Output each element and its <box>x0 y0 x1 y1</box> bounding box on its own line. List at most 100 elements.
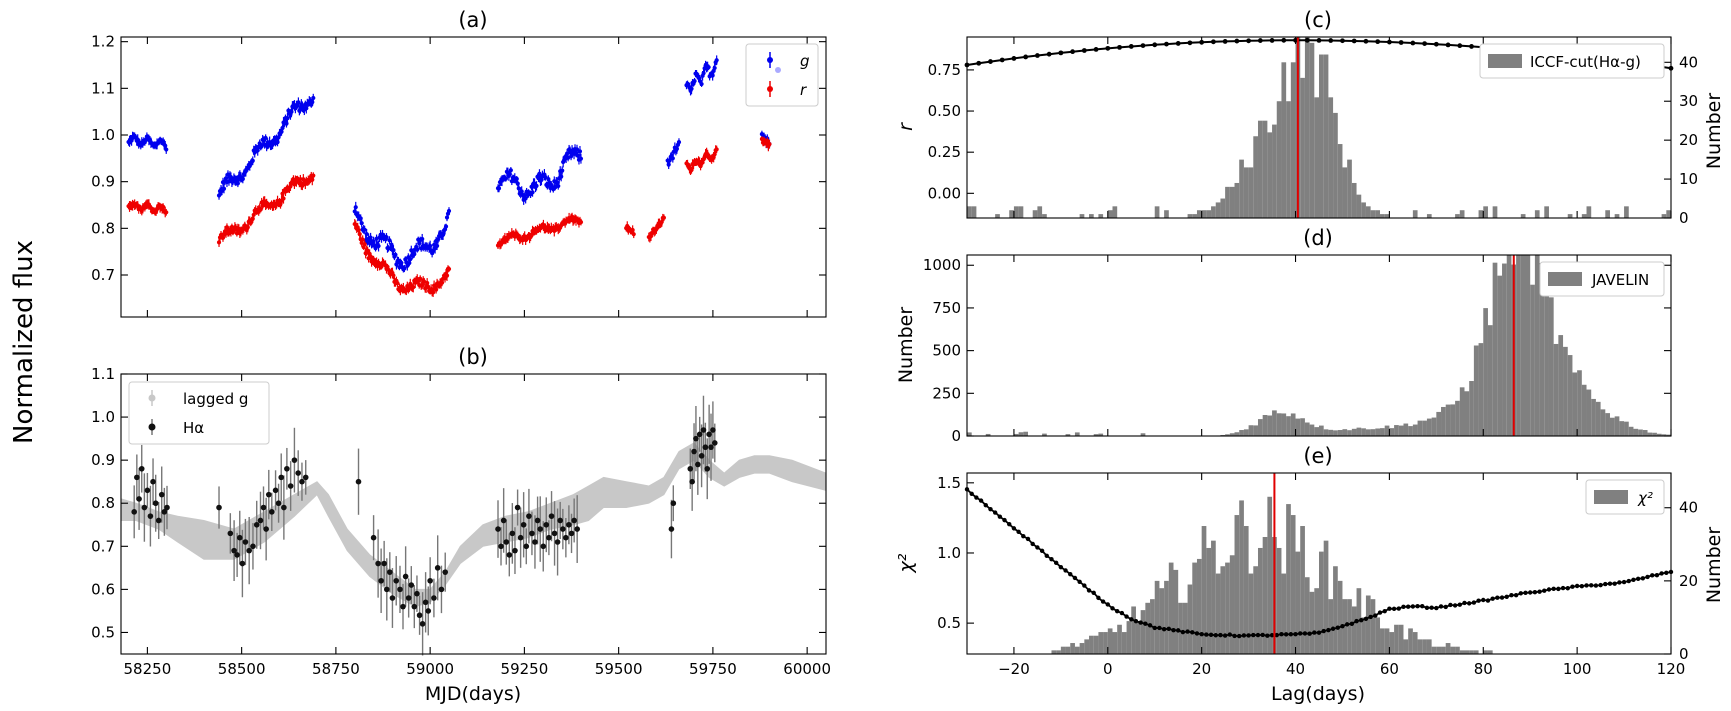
iccf-bar <box>1370 210 1376 218</box>
chi2-bar <box>1140 610 1146 654</box>
panel-e: (e) −20 0 20 40 60 80 100 120 0.5 1.0 1.5 0 20 40 Lag… <box>895 444 1725 705</box>
halpha-point <box>548 513 555 519</box>
g-point <box>402 266 407 271</box>
iccf-bar <box>1013 206 1019 218</box>
r-point <box>357 232 362 237</box>
panel-e-marks <box>964 473 1674 654</box>
javelin-bar <box>1506 255 1512 436</box>
halpha-point <box>136 496 142 502</box>
halpha-point <box>131 509 137 515</box>
iccf-bar <box>1342 167 1348 218</box>
iccf-bar <box>1257 120 1263 218</box>
y-tick-label: 0.6 <box>91 580 115 598</box>
legend-hist-patch <box>1548 272 1582 286</box>
iccf-bar <box>1098 214 1104 218</box>
javelin-bar <box>1380 428 1385 436</box>
iccf-bar <box>1253 136 1258 218</box>
javelin-bar <box>1375 428 1381 436</box>
halpha-point <box>687 465 694 472</box>
g-point <box>285 115 290 121</box>
halpha-point <box>138 465 145 472</box>
legend-lagged-marker <box>148 394 156 402</box>
iccf-bar <box>1201 210 1207 218</box>
chi2-bar <box>1215 573 1221 654</box>
halpha-point <box>302 474 309 481</box>
g-point <box>362 227 367 232</box>
javelin-bar <box>1243 429 1249 436</box>
x-tick-label: 60000 <box>783 660 831 678</box>
javelin-bar <box>967 432 972 436</box>
chi2-bar <box>1164 580 1169 654</box>
x-tick-label: 59250 <box>501 660 549 678</box>
javelin-bar <box>1412 424 1418 436</box>
halpha-point <box>291 457 298 463</box>
chi2-bar <box>1135 621 1141 654</box>
javelin-bar <box>1351 428 1357 436</box>
chi2-bar <box>1196 558 1202 654</box>
halpha-point <box>141 504 148 511</box>
javelin-bar <box>1370 429 1376 436</box>
x-tick-label: 120 <box>1657 660 1686 678</box>
g-point <box>545 183 550 188</box>
halpha-point <box>498 543 504 550</box>
chi2-bar <box>1342 599 1348 654</box>
iccf-bar <box>1380 214 1385 218</box>
r-point <box>229 224 235 230</box>
halpha-point <box>236 534 243 541</box>
halpha-point <box>152 500 159 507</box>
chi2-bar <box>1389 632 1395 654</box>
halpha-point <box>269 509 275 515</box>
javelin-bar <box>1600 409 1606 436</box>
r-point <box>395 281 400 286</box>
javelin-bar <box>1272 410 1277 436</box>
chi2-bar <box>1262 536 1268 654</box>
javelin-bar <box>1234 432 1240 436</box>
chi2-bar <box>1206 547 1212 654</box>
chi2-bar <box>1300 526 1305 654</box>
iccf-bar <box>1107 210 1113 218</box>
chi2-bar <box>1192 562 1197 654</box>
iccf-bar <box>1009 210 1014 218</box>
iccf-bar <box>1267 132 1273 218</box>
chi2-bar <box>1426 639 1432 654</box>
halpha-point <box>509 530 516 537</box>
javelin-bar <box>1548 297 1554 436</box>
panel-e-ylabel: χ² <box>895 553 917 573</box>
javelin-bar <box>1605 413 1610 436</box>
chi2-bar <box>1450 646 1456 654</box>
y-tick-label: 1000 <box>923 256 961 274</box>
halpha-point <box>534 517 541 524</box>
r-point <box>161 204 166 209</box>
g-point <box>311 95 316 101</box>
g-point <box>676 140 682 145</box>
legend-lagged-label: lagged g <box>183 390 248 408</box>
halpha-point <box>537 526 544 532</box>
g-point <box>263 135 268 141</box>
iccf-bar <box>1234 182 1240 218</box>
chi2-bar <box>1145 602 1151 654</box>
iccf-bar <box>1272 124 1277 218</box>
iccf-bar <box>1042 214 1047 218</box>
javelin-bar <box>1426 418 1432 436</box>
javelin-bar <box>1586 389 1592 436</box>
javelin-bar <box>1239 430 1244 436</box>
chi2-bar <box>1173 569 1179 654</box>
chi2-bar <box>1337 580 1343 654</box>
panel-e-ticks: −20 0 20 40 60 80 100 120 0.5 1.0 1.5 0 20 40 <box>937 473 1698 678</box>
halpha-point <box>557 517 564 524</box>
javelin-bar <box>1530 284 1535 436</box>
iccf-bar <box>1309 42 1315 218</box>
iccf-bar <box>1089 214 1094 218</box>
chi2-bar <box>1070 643 1075 654</box>
javelin-bar <box>1624 421 1629 436</box>
chi2-bar <box>1074 646 1080 654</box>
chi2-bar <box>1351 606 1357 654</box>
panel-d: (d) 0 250 500 750 1000 Number JAVELIN <box>895 226 1672 445</box>
iccf-bar <box>1567 214 1573 218</box>
chi2-bar <box>1473 650 1479 654</box>
javelin-bar <box>1365 429 1371 436</box>
legend-box <box>128 381 270 445</box>
iccf-bar <box>1037 206 1043 218</box>
halpha-point <box>375 560 381 567</box>
x-tick-label: 60 <box>1380 660 1399 678</box>
